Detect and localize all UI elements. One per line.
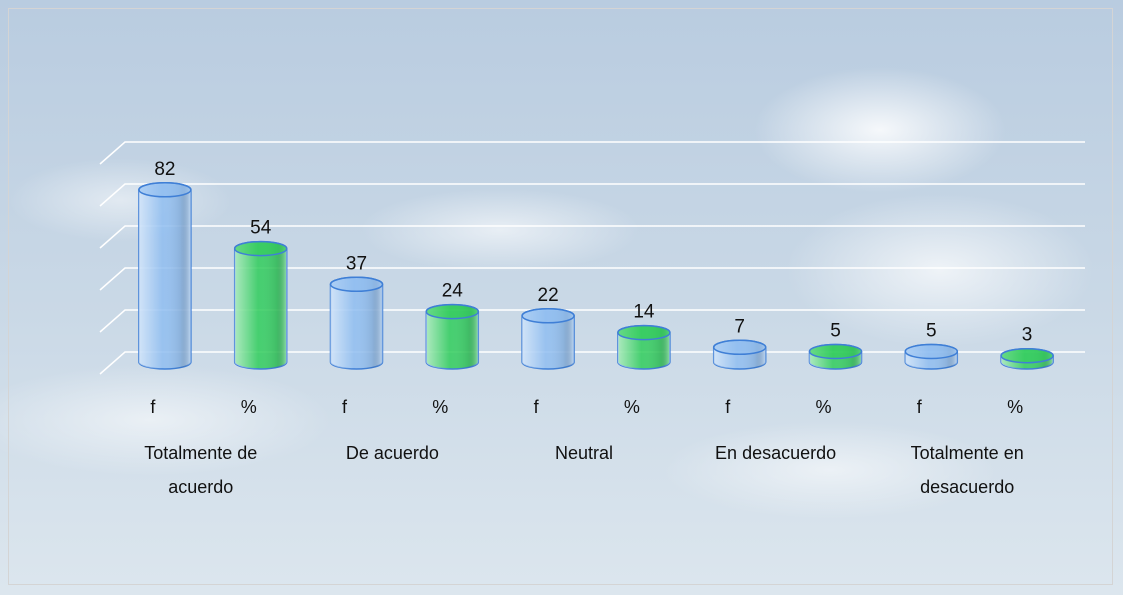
x-tick-label: % [241,397,257,417]
value-label: 14 [633,302,655,323]
value-label: 82 [154,159,175,180]
bar [329,276,384,370]
group-label: De acuerdo [345,443,439,463]
value-label: 54 [250,218,272,239]
bar-top [329,276,384,293]
group-label: En desacuerdo [715,443,837,463]
bar-top [1000,347,1054,364]
value-label: 5 [926,321,937,342]
group-label: Neutral [554,443,614,463]
bar-shine [234,241,287,369]
bar-top [617,324,671,341]
bar [712,339,767,370]
bar-top [521,308,575,324]
bar [617,324,671,370]
x-tick-label: % [1007,397,1023,417]
x-tick-label: % [432,397,448,417]
grid-line [99,309,1085,333]
chart-frame [8,8,1113,585]
grid-line [99,225,1085,249]
value-label: 3 [1022,325,1033,346]
value-label: 24 [442,281,464,302]
x-tick-label: f [150,397,156,417]
bar-shine [138,182,191,369]
bar-top [808,343,863,360]
grid-line [99,183,1085,207]
bar-top [425,303,480,320]
bar-shine [330,277,383,369]
x-tick-label: % [815,397,831,417]
bar [1000,347,1054,370]
x-tick-label: f [917,397,923,417]
x-tick-label: f [342,397,348,417]
x-tick-label: f [725,397,731,417]
bar-top [904,343,959,360]
bar [233,240,288,370]
bar [138,182,192,370]
x-tick-label: f [534,397,540,417]
grid-line [99,141,1085,165]
grid-line [99,267,1085,291]
bar-top [712,339,767,356]
bar-top [233,240,288,257]
value-label: 22 [538,285,559,306]
x-tick-label: % [624,397,640,417]
group-label: Totalmente de acuerdo [144,443,258,497]
bar-top [138,182,192,198]
bar [808,343,863,370]
value-label: 37 [346,253,367,274]
bar [904,343,959,370]
bar [521,308,575,370]
bar [425,303,480,370]
bar-shine [426,304,479,369]
value-label: 7 [734,316,745,337]
group-label: Totalmente en desacuerdo [910,443,1024,497]
value-label: 5 [830,321,841,342]
bar-shine [522,308,575,369]
